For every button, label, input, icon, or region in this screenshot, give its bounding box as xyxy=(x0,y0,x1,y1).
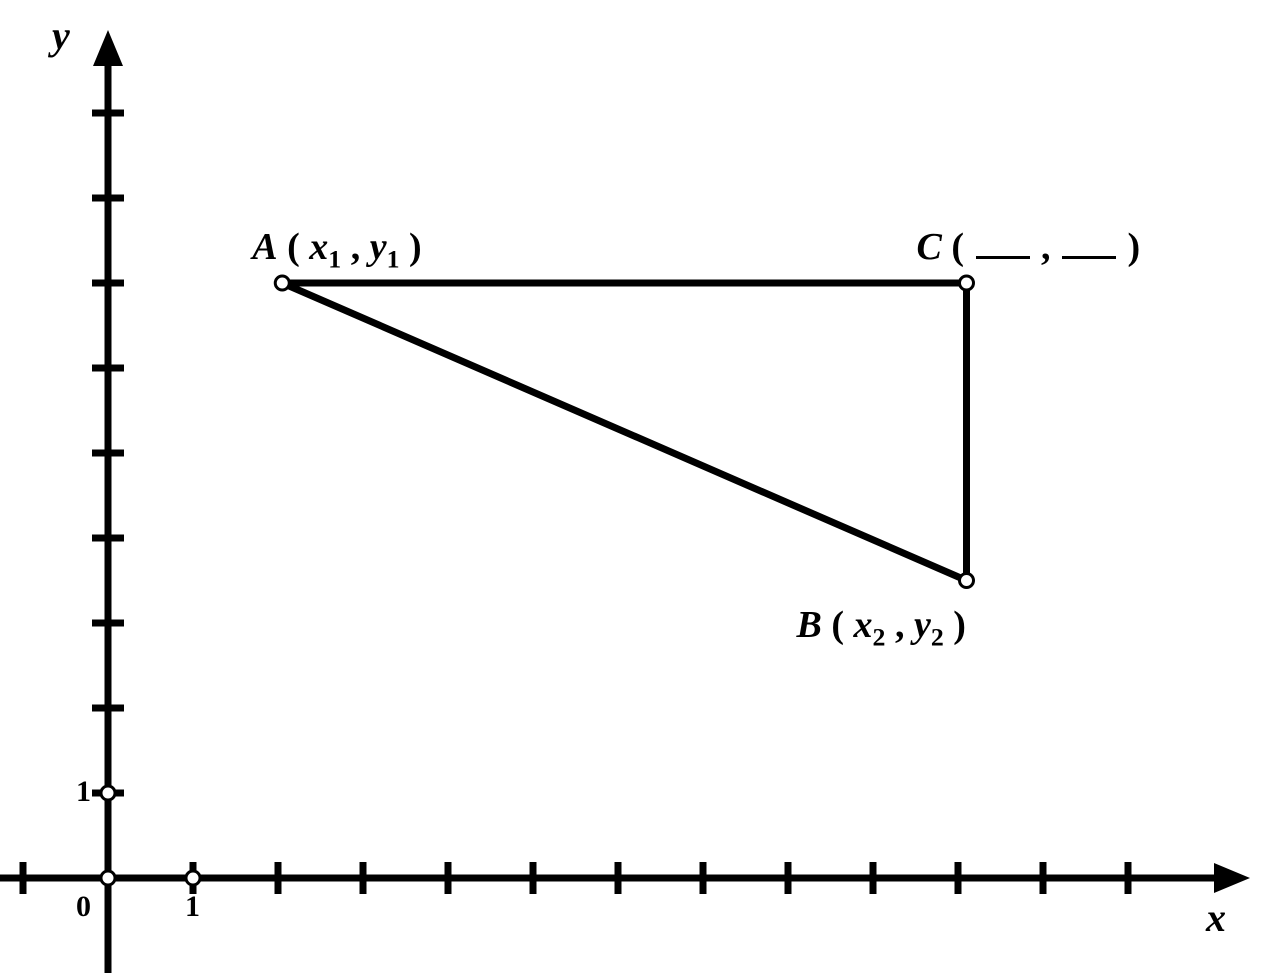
point-a-label: A ( x1 , y1 ) xyxy=(252,225,421,275)
x-axis-label: x xyxy=(1206,894,1226,941)
point-b-label: B ( x2 , y2 ) xyxy=(797,603,966,653)
y-unit-label: 1 xyxy=(76,775,91,809)
point-c-label: C ( , ) xyxy=(917,225,1141,269)
y-axis-label: y xyxy=(52,12,70,59)
axes xyxy=(0,30,1250,973)
x-unit-label: 1 xyxy=(185,890,200,924)
coordinate-plane xyxy=(0,0,1280,973)
triangle xyxy=(282,283,966,581)
origin-label: 0 xyxy=(76,890,91,924)
